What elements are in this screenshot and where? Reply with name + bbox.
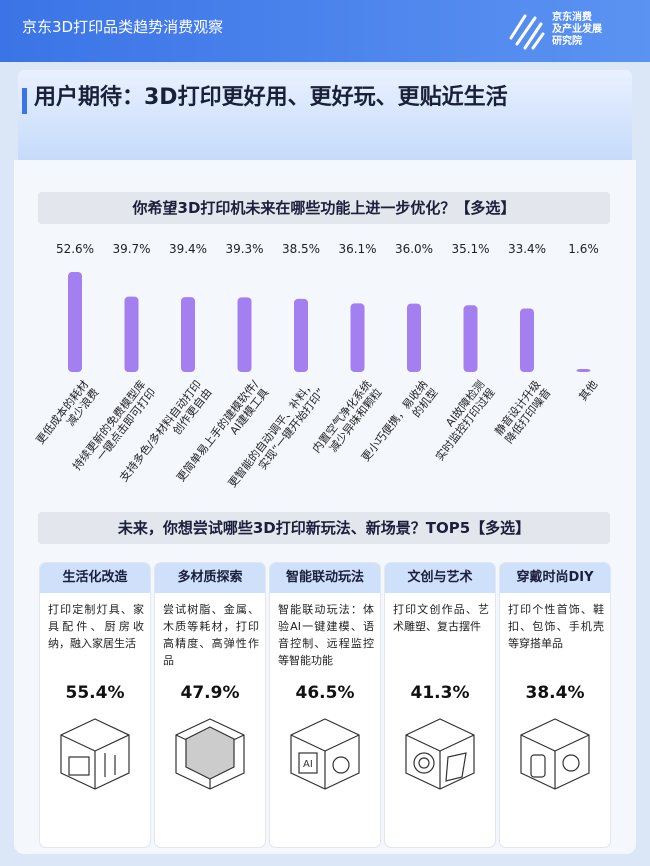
card: 穿戴时尚DIY 打印个性首饰、鞋扣、包饰、手机壳等穿搭单品 38.4% xyxy=(500,563,610,847)
value-label: 52.6% xyxy=(55,242,95,256)
card-value: 47.9% xyxy=(180,683,240,703)
bar xyxy=(68,272,82,372)
bar xyxy=(350,303,365,372)
card-text: 打印定制灯具、家具配件、厨房收纳，融入家居生活 xyxy=(48,603,144,650)
card-icon-graphic xyxy=(405,718,475,790)
card-title: 文创与艺术 xyxy=(385,563,495,593)
header-title: 京东3D打印品类趋势消费观察 xyxy=(22,18,224,36)
value-label: 1.6% xyxy=(568,242,599,256)
card-icon-graphic xyxy=(60,718,130,790)
value-label: 35.1% xyxy=(451,242,490,256)
card-title: 穿戴时尚DIY xyxy=(500,563,610,593)
card-value: 55.4% xyxy=(65,683,125,703)
card-value: 41.3% xyxy=(410,683,470,703)
card-icon xyxy=(170,713,250,797)
card-text: 打印个性首饰、鞋扣、包饰、手机壳等穿搭单品 xyxy=(508,603,604,650)
bar xyxy=(181,297,195,372)
bar xyxy=(576,368,591,372)
value-label: 39.7% xyxy=(112,242,151,256)
card-value: 38.4% xyxy=(525,683,585,703)
top-bar xyxy=(0,0,650,62)
bar xyxy=(294,298,308,372)
bar xyxy=(237,297,252,372)
logo-text: 京东消费 及产业发展 研究院 xyxy=(552,12,602,47)
card: 多材质探索尝试树脂、金属、木质等耗材，打印高精度、高弹性作品 47.9% xyxy=(155,563,265,847)
chart xyxy=(68,272,591,372)
bar xyxy=(520,308,534,372)
card-icon-graphic xyxy=(520,718,590,790)
card-title: 多材质探索 xyxy=(155,563,265,593)
bar xyxy=(463,305,478,372)
card-icon xyxy=(55,713,135,797)
value-label: 36.1% xyxy=(338,242,377,256)
card: 智能联动玩法智能联动玩法：体验AI一键建模、语音控制、远程监控等智能功能 46.5… xyxy=(270,563,380,847)
card: 文创与艺术打印文创作品、艺术雕塑、复古摆件 41.3% xyxy=(385,563,495,847)
value-label: 33.4% xyxy=(507,242,547,256)
headline: 用户期待：3D打印更好用、更好玩、更贴近生活 xyxy=(34,85,508,110)
card-text: 智能联动玩法：体验AI一键建模、语音控制、远程监控等智能功能 xyxy=(278,603,374,667)
card-text: 打印文创作品、艺术雕塑、复古摆件 xyxy=(393,603,489,633)
card: 生活化改造打印定制灯具、家具配件、厨房收纳，融入家居生活 55.4% xyxy=(40,563,150,847)
bar xyxy=(407,303,421,372)
title-accent xyxy=(22,88,27,114)
card-text: 尝试树脂、金属、木质等耗材，打印高精度、高弹性作品 xyxy=(163,603,259,667)
card-icon xyxy=(400,713,480,797)
value-label: 36.0% xyxy=(394,242,434,256)
card-icon-graphic xyxy=(175,718,245,790)
logo-icon xyxy=(509,14,545,50)
title-box xyxy=(18,70,632,162)
chart-title: 你希望3D打印机未来在哪些功能上进一步优化？【多选】 xyxy=(38,192,610,224)
bar xyxy=(124,296,139,372)
svg-text:AI: AI xyxy=(303,759,313,770)
value-label: 39.4% xyxy=(168,242,208,256)
card-title: 智能联动玩法 xyxy=(270,563,380,593)
value-label: 38.5% xyxy=(281,242,321,256)
card-value: 46.5% xyxy=(295,683,355,703)
card-title: 生活化改造 xyxy=(40,563,150,593)
card-icon-graphic: AI xyxy=(290,718,360,790)
value-label: 39.3% xyxy=(225,242,264,256)
card-icon xyxy=(515,713,595,797)
card-icon: AI xyxy=(285,713,365,797)
section-title: 未来，你想尝试哪些3D打印新玩法、新场景？TOP5【多选】 xyxy=(38,512,610,544)
